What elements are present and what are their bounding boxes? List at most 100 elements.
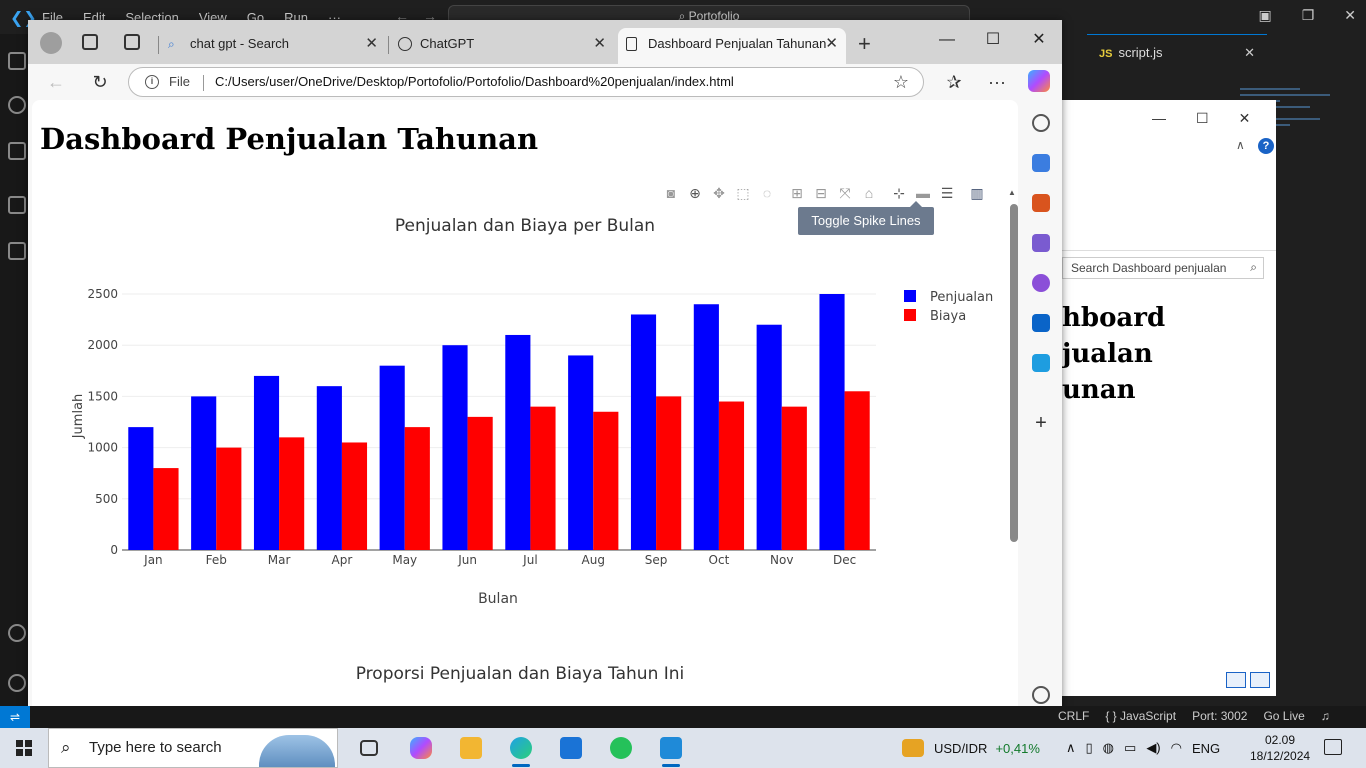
- bar-penjualan-aug[interactable]: [568, 355, 594, 550]
- tray-app-icon[interactable]: ▯: [1085, 740, 1093, 755]
- bar-biaya-dec[interactable]: [844, 391, 870, 550]
- profile-avatar[interactable]: [40, 32, 62, 54]
- camera-icon[interactable]: ◙: [666, 185, 676, 201]
- status-golive[interactable]: Go Live: [1263, 709, 1305, 723]
- bar-biaya-oct[interactable]: [718, 401, 745, 550]
- close-icon[interactable]: ✕: [1238, 110, 1251, 126]
- more-options-icon[interactable]: ···: [988, 72, 1006, 92]
- bar-biaya-feb[interactable]: [216, 447, 242, 550]
- scrollbar-thumb[interactable]: [1010, 204, 1018, 542]
- taskbar-search[interactable]: ⌕ Type here to search: [48, 728, 338, 768]
- task-view-icon[interactable]: [346, 728, 396, 768]
- tab-dashboard[interactable]: Dashboard Penjualan Tahunan ✕: [618, 28, 846, 64]
- clock[interactable]: 02.09 18/12/2024: [1250, 732, 1310, 764]
- mail-icon[interactable]: [546, 728, 596, 768]
- tab-close-icon[interactable]: ✕: [825, 35, 838, 52]
- bar-biaya-nov[interactable]: [781, 406, 807, 550]
- language-indicator[interactable]: ENG: [1191, 740, 1221, 756]
- wifi-icon[interactable]: ◠: [1170, 740, 1182, 755]
- vscode-icon[interactable]: [646, 728, 696, 768]
- volume-icon[interactable]: ◀): [1146, 740, 1161, 755]
- notification-center-icon[interactable]: [1324, 739, 1342, 755]
- vertical-scrollbar[interactable]: ▲ ▼: [1008, 188, 1018, 716]
- bar-chart[interactable]: Penjualan dan Biaya per Bulan 0 500 1000 150…: [32, 200, 1012, 620]
- bar-penjualan-oct[interactable]: [693, 304, 719, 550]
- pan-icon[interactable]: ✥: [713, 185, 725, 201]
- info-icon[interactable]: i: [145, 75, 159, 89]
- scroll-up-icon[interactable]: ▲: [1008, 188, 1016, 197]
- file-explorer-icon[interactable]: [446, 728, 496, 768]
- bar-biaya-jul[interactable]: [530, 406, 556, 550]
- bar-penjualan-jan[interactable]: [128, 427, 154, 550]
- zoom-icon[interactable]: ⊕: [689, 185, 701, 201]
- source-control-icon[interactable]: [8, 142, 26, 160]
- address-bar[interactable]: i File C:/Users/user/OneDrive/Desktop/Po…: [128, 67, 924, 97]
- zoom-in-icon[interactable]: ⊞: [791, 185, 803, 201]
- chevron-up-icon[interactable]: ∧: [1066, 740, 1076, 755]
- legend-label-biaya[interactable]: Biaya: [930, 309, 966, 324]
- shopping-tag-icon[interactable]: [1032, 154, 1050, 172]
- help-icon[interactable]: ?: [1258, 138, 1274, 154]
- minimize-icon[interactable]: —: [1152, 110, 1166, 126]
- bar-biaya-apr[interactable]: [341, 442, 368, 550]
- tab-chatgpt[interactable]: ChatGPT ✕: [390, 28, 614, 64]
- bar-penjualan-feb[interactable]: [191, 396, 217, 550]
- bar-penjualan-may[interactable]: [379, 365, 405, 550]
- account-icon[interactable]: [8, 624, 26, 642]
- status-language[interactable]: { } JavaScript: [1105, 709, 1177, 723]
- battery-icon[interactable]: ▭: [1124, 740, 1137, 755]
- bar-penjualan-apr[interactable]: [316, 386, 342, 550]
- telegram-icon[interactable]: [1032, 354, 1050, 372]
- network-status-icon[interactable]: ◍: [1102, 740, 1115, 755]
- search-input[interactable]: Search Dashboard penjualan ⌕: [1062, 257, 1264, 279]
- notification-bell-icon[interactable]: ♫: [1320, 709, 1330, 723]
- hover-compare-icon[interactable]: ☰: [940, 185, 954, 201]
- bar-penjualan-jun[interactable]: [442, 345, 468, 550]
- debug-icon[interactable]: [8, 196, 26, 214]
- lasso-select-icon[interactable]: ◌: [762, 185, 772, 201]
- ticker-widget[interactable]: USD/IDR +0,41%: [902, 728, 1040, 768]
- bar-penjualan-nov[interactable]: [756, 324, 782, 550]
- bar-biaya-aug[interactable]: [593, 411, 619, 550]
- legend-swatch-biaya[interactable]: [904, 309, 916, 321]
- bar-biaya-may[interactable]: [404, 427, 430, 550]
- workspaces-icon[interactable]: [82, 34, 98, 50]
- copilot-icon[interactable]: [396, 728, 446, 768]
- tab-actions-icon[interactable]: [124, 34, 140, 50]
- layout-icon[interactable]: ▣: [1258, 7, 1272, 23]
- edge-icon[interactable]: [496, 728, 546, 768]
- bar-biaya-sep[interactable]: [656, 396, 682, 550]
- new-tab-icon[interactable]: +: [858, 31, 871, 56]
- maximize-icon[interactable]: ☐: [985, 31, 1001, 48]
- plotly-logo-icon[interactable]: ▥: [970, 185, 984, 201]
- search-icon[interactable]: [8, 96, 26, 114]
- search-icon[interactable]: [1032, 114, 1050, 132]
- bar-biaya-mar[interactable]: [279, 437, 305, 550]
- bar-penjualan-dec[interactable]: [819, 294, 845, 550]
- editor-tab-script-js[interactable]: JS script.js ✕: [1087, 34, 1267, 70]
- whatsapp-icon[interactable]: [596, 728, 646, 768]
- details-view-icon[interactable]: [1226, 672, 1246, 688]
- outlook-icon[interactable]: [1032, 314, 1050, 332]
- remote-icon[interactable]: ⇌: [0, 706, 30, 728]
- box-select-icon[interactable]: ⬚: [736, 185, 750, 201]
- back-arrow-icon[interactable]: ←: [47, 72, 65, 92]
- thumbnail-view-icon[interactable]: [1250, 672, 1270, 688]
- url-text[interactable]: C:/Users/user/OneDrive/Desktop/Portofoli…: [215, 74, 734, 89]
- legend-label-penjualan[interactable]: Penjualan: [930, 290, 993, 305]
- zoom-out-icon[interactable]: ⊟: [815, 185, 827, 201]
- bar-penjualan-mar[interactable]: [253, 375, 280, 550]
- maximize-icon[interactable]: ☐: [1196, 110, 1209, 126]
- status-crlf[interactable]: CRLF: [1058, 709, 1090, 723]
- microsoft365-icon[interactable]: [1032, 274, 1050, 292]
- explorer-icon[interactable]: [8, 52, 26, 70]
- tab-close-icon[interactable]: ✕: [365, 35, 378, 52]
- favorites-icon[interactable]: ✰: [946, 72, 962, 92]
- tab-chatgpt-search[interactable]: ⌕ chat gpt - Search ✕: [160, 28, 386, 64]
- games-icon[interactable]: [1032, 234, 1050, 252]
- restore-icon[interactable]: ❐: [1301, 7, 1315, 23]
- tab-close-icon[interactable]: ✕: [593, 35, 606, 52]
- close-icon[interactable]: ✕: [1344, 7, 1356, 23]
- tab-close-icon[interactable]: ✕: [1244, 45, 1255, 60]
- hover-closest-icon[interactable]: ▬: [916, 185, 930, 201]
